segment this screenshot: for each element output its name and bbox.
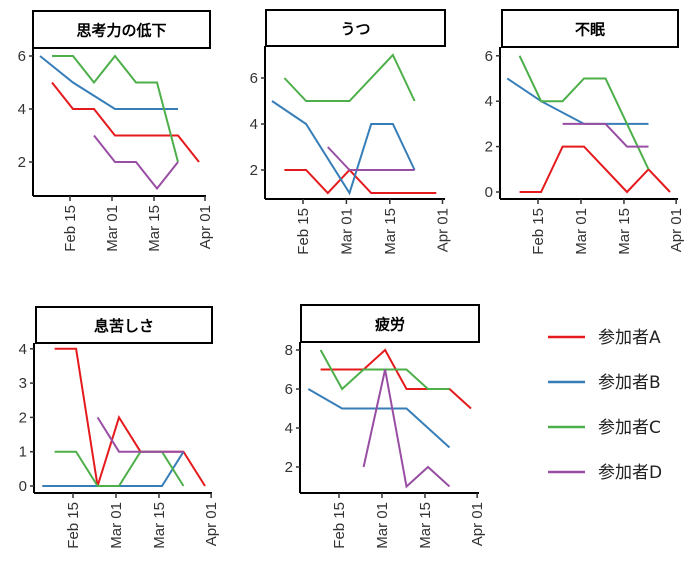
legend-label: 参加者B [598, 373, 661, 393]
x-tick-label: Feb 15 [62, 205, 79, 252]
x-tick-label: Feb 15 [530, 208, 547, 255]
y-tick-label: 1 [19, 444, 27, 461]
x-tick-label: Apr 01 [435, 208, 452, 252]
y-tick-label: 6 [18, 48, 26, 65]
facet-title: 息苦しさ [94, 317, 154, 335]
legend-label: 参加者D [598, 463, 662, 483]
x-tick-label: Apr 01 [668, 208, 685, 252]
x-tick-label: Apr 01 [203, 502, 220, 546]
x-tick-label: Mar 15 [616, 208, 633, 255]
facet-title: 疲労 [375, 316, 405, 334]
facet-strip [35, 306, 213, 344]
series-line-参加者D [562, 122, 649, 148]
y-tick-label: 2 [18, 154, 26, 171]
series-line-参加者C [518, 55, 650, 170]
facet-strip [300, 304, 480, 343]
x-tick-label: Mar 01 [338, 208, 355, 255]
facet-title: うつ [340, 20, 370, 38]
y-tick-label: 2 [19, 409, 27, 426]
x-tick-label: Apr 01 [197, 205, 214, 249]
series-line-参加者D [327, 146, 415, 171]
x-tick-label: Feb 15 [295, 208, 312, 255]
x-tick-label: Mar 15 [151, 502, 168, 549]
y-tick-label: 6 [285, 381, 293, 398]
x-tick-label: Feb 15 [65, 502, 82, 549]
series-line-参加者B [39, 55, 178, 110]
series-line-参加者B [307, 388, 451, 449]
x-tick-label: Apr 01 [469, 502, 486, 546]
x-tick-label: Mar 01 [374, 502, 391, 549]
y-tick-label: 0 [485, 184, 493, 201]
series-line-参加者B [271, 100, 416, 196]
facet-title: 不眠 [575, 21, 605, 39]
series-line-参加者B [506, 77, 649, 125]
legend-label: 参加者A [598, 328, 661, 348]
x-tick-label: Mar 01 [573, 208, 590, 255]
series-line-参加者A [320, 348, 472, 410]
y-tick-label: 6 [485, 48, 493, 65]
y-tick-label: 3 [19, 375, 27, 392]
series-line-参加者D [362, 369, 451, 489]
facet-panel-4: 息苦しさ 0 1 2 3 4 Feb 15 Mar 01 Mar 15 Apr 01 [19, 306, 220, 549]
x-tick-label: Feb 15 [331, 502, 348, 549]
series-line-参加者A [51, 81, 200, 163]
y-tick-label: 8 [285, 342, 293, 359]
y-tick-label: 2 [250, 162, 258, 179]
legend: 参加者A 参加者B 参加者C 参加者D [548, 328, 662, 483]
series-line-参加者B [42, 451, 185, 487]
y-tick-label: 4 [485, 93, 493, 110]
x-tick-label: Mar 15 [417, 502, 434, 549]
facet-strip [501, 9, 679, 48]
facet-panel-2: うつ 2 4 6 Feb 15 Mar 01 Mar 15 Apr 01 [250, 9, 452, 255]
y-tick-label: 6 [250, 70, 258, 87]
facet-panel-5: 疲労 2 4 6 8 Feb 15 Mar 01 Mar 15 Apr 01 [285, 304, 486, 549]
x-tick-label: Mar 01 [108, 502, 125, 549]
facet-panel-3: 不眠 0 2 4 6 Feb 15 Mar 01 Mar 15 Apr 01 [485, 9, 685, 255]
series-line-参加者A [284, 168, 437, 195]
facet-strip [32, 10, 211, 49]
series-line-参加者D [96, 416, 184, 453]
x-tick-label: Mar 01 [104, 205, 121, 252]
series-line-参加者C [283, 53, 416, 102]
facet-strip [265, 9, 446, 47]
x-tick-label: Mar 15 [382, 208, 399, 255]
y-tick-label: 4 [19, 341, 27, 358]
y-tick-label: 0 [19, 478, 27, 495]
y-tick-label: 2 [285, 459, 293, 476]
y-tick-label: 4 [18, 101, 26, 118]
facet-title: 思考力の低下 [76, 22, 166, 40]
series-line-参加者D [93, 134, 179, 191]
y-tick-label: 2 [485, 139, 493, 156]
series-line-参加者A [54, 347, 206, 487]
y-tick-label: 4 [285, 420, 293, 437]
y-tick-label: 4 [250, 116, 258, 133]
x-tick-label: Mar 15 [146, 205, 163, 252]
legend-label: 参加者C [598, 418, 661, 438]
facet-panel-1: 思考力の低下 2 4 6 Feb 15 Mar 01 Mar 15 Apr 01 [18, 10, 214, 252]
series-line-参加者C [52, 54, 179, 163]
